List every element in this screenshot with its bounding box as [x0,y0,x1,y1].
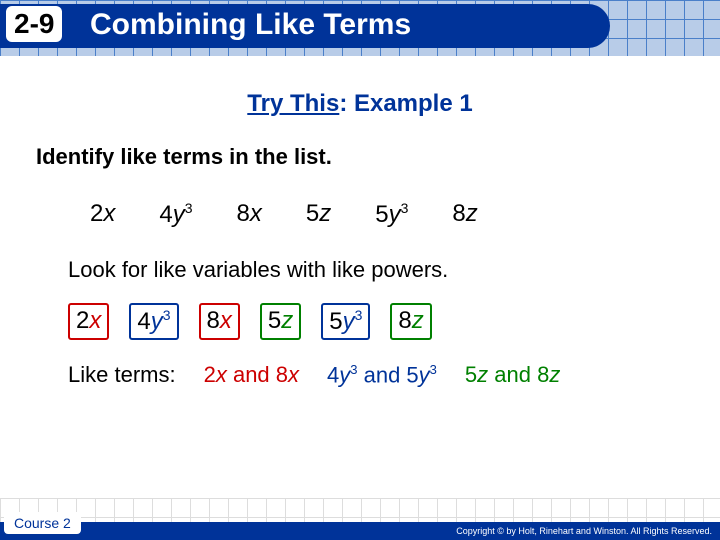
copyright-text: Copyright © by Holt, Rinehart and Winsto… [456,526,712,536]
term-boxed: 4y3 [129,303,178,340]
term: 5y3 [369,198,414,231]
footer-grid-bg [0,498,720,522]
term-boxed: 2x [68,303,109,340]
term-list-boxed: 2x 4y3 8x 5z 5y3 8z [68,303,684,340]
term: 8x [231,198,268,231]
term: 4y3 [153,198,198,231]
footer-bar: Copyright © by Holt, Rinehart and Winsto… [0,522,720,540]
header: 2-9 Combining Like Terms [0,0,720,68]
course-label: Course 2 [4,512,81,534]
term-boxed: 5z [260,303,301,340]
footer: Copyright © by Holt, Rinehart and Winsto… [0,498,720,540]
lesson-number: 2-9 [6,6,62,42]
instruction: Identify like terms in the list. [36,144,684,170]
answer-group: 5z and 8z [465,362,560,388]
header-bar: 2-9 Combining Like Terms [0,4,610,48]
content: Try This: Example 1 Identify like terms … [0,68,720,388]
try-this-heading: Try This: Example 1 [36,90,684,118]
term-boxed: 5y3 [321,303,370,340]
term-list-plain: 2x 4y3 8x 5z 5y3 8z [84,198,684,231]
term: 2x [84,198,121,231]
like-terms-answer: Like terms: 2x and 8x 4y3 and 5y3 5z and… [68,362,684,388]
answer-label: Like terms: [68,362,176,388]
explain-text: Look for like variables with like powers… [68,257,684,283]
term-boxed: 8x [199,303,240,340]
answer-group: 4y3 and 5y3 [327,362,437,388]
term: 5z [300,198,337,231]
term-boxed: 8z [390,303,431,340]
try-this-prefix: Try This [247,90,339,117]
lesson-title: Combining Like Terms [90,8,411,42]
try-this-suffix: : Example 1 [339,90,472,117]
term: 8z [446,198,483,231]
answer-group: 2x and 8x [204,362,299,388]
